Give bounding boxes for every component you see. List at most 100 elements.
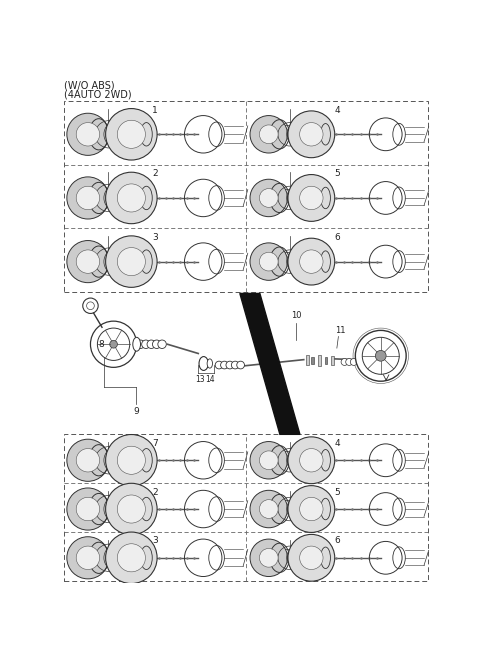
- Bar: [254, 196, 289, 200]
- Circle shape: [142, 340, 150, 348]
- Circle shape: [76, 449, 100, 472]
- Bar: [254, 458, 289, 462]
- Circle shape: [76, 250, 100, 273]
- Ellipse shape: [133, 337, 141, 351]
- Circle shape: [300, 449, 323, 472]
- Text: 7: 7: [152, 439, 157, 448]
- Circle shape: [106, 434, 157, 486]
- Circle shape: [136, 340, 145, 348]
- Circle shape: [215, 361, 223, 369]
- Circle shape: [67, 440, 109, 481]
- Bar: [71, 458, 110, 462]
- Bar: [260, 508, 276, 510]
- Circle shape: [288, 174, 335, 221]
- Text: 1: 1: [152, 105, 157, 115]
- Circle shape: [83, 298, 98, 314]
- Circle shape: [67, 177, 109, 219]
- Circle shape: [76, 186, 100, 210]
- Circle shape: [90, 321, 137, 367]
- Bar: [71, 132, 110, 137]
- Bar: [260, 261, 276, 263]
- Text: (4AUTO 2WD): (4AUTO 2WD): [64, 89, 132, 100]
- Circle shape: [259, 252, 278, 271]
- Circle shape: [158, 340, 166, 348]
- Circle shape: [110, 341, 118, 348]
- Circle shape: [67, 240, 109, 283]
- Circle shape: [250, 539, 288, 576]
- Circle shape: [300, 186, 323, 210]
- Circle shape: [117, 248, 145, 276]
- Bar: [254, 132, 289, 136]
- Text: 5: 5: [335, 488, 340, 496]
- Circle shape: [355, 330, 406, 381]
- Bar: [71, 259, 110, 264]
- Text: 6: 6: [335, 536, 340, 546]
- Text: 14: 14: [205, 375, 215, 384]
- Bar: [71, 507, 110, 512]
- Bar: [254, 556, 289, 560]
- Text: 3: 3: [152, 233, 157, 242]
- Circle shape: [250, 441, 288, 479]
- Bar: [78, 133, 97, 136]
- Circle shape: [288, 111, 335, 158]
- Circle shape: [288, 534, 335, 581]
- Bar: [324, 356, 327, 364]
- Circle shape: [288, 238, 335, 285]
- Circle shape: [67, 536, 109, 579]
- Circle shape: [117, 544, 145, 572]
- Circle shape: [341, 358, 348, 365]
- Circle shape: [76, 122, 100, 146]
- Circle shape: [250, 179, 288, 217]
- Circle shape: [106, 172, 157, 224]
- Text: 10: 10: [291, 310, 301, 320]
- Text: 6: 6: [335, 233, 340, 242]
- Polygon shape: [240, 293, 300, 434]
- Circle shape: [300, 497, 323, 521]
- Bar: [78, 459, 97, 461]
- Text: 4: 4: [335, 439, 340, 448]
- Text: 3: 3: [152, 536, 157, 546]
- Bar: [331, 356, 334, 365]
- Circle shape: [106, 532, 157, 584]
- Text: 8: 8: [98, 340, 104, 348]
- Circle shape: [117, 121, 145, 148]
- Bar: [78, 508, 97, 510]
- Bar: [78, 261, 97, 263]
- Bar: [78, 196, 97, 199]
- Circle shape: [76, 497, 100, 521]
- Circle shape: [259, 451, 278, 470]
- Circle shape: [346, 358, 353, 365]
- Circle shape: [288, 485, 335, 533]
- Circle shape: [237, 361, 244, 369]
- Circle shape: [300, 250, 323, 273]
- Text: 5: 5: [335, 169, 340, 178]
- Text: 11: 11: [335, 326, 345, 335]
- Circle shape: [221, 361, 228, 369]
- Circle shape: [350, 358, 357, 365]
- Ellipse shape: [199, 356, 208, 371]
- Circle shape: [67, 488, 109, 530]
- Circle shape: [250, 243, 288, 280]
- Bar: [318, 355, 322, 365]
- Bar: [260, 459, 276, 461]
- Circle shape: [147, 340, 156, 348]
- Circle shape: [300, 546, 323, 569]
- Circle shape: [117, 184, 145, 212]
- Text: 9: 9: [133, 407, 139, 416]
- Bar: [312, 356, 314, 364]
- Bar: [260, 196, 276, 199]
- Circle shape: [259, 189, 278, 208]
- Circle shape: [76, 546, 100, 569]
- Circle shape: [106, 109, 157, 160]
- Circle shape: [106, 483, 157, 534]
- Circle shape: [231, 361, 239, 369]
- Bar: [254, 507, 289, 511]
- Text: (W/O ABS): (W/O ABS): [64, 81, 115, 91]
- Circle shape: [375, 350, 386, 361]
- Text: 13: 13: [195, 375, 204, 384]
- Text: 2: 2: [152, 488, 157, 496]
- Ellipse shape: [207, 359, 213, 368]
- Bar: [78, 557, 97, 559]
- Text: 4: 4: [335, 105, 340, 115]
- Bar: [306, 356, 309, 365]
